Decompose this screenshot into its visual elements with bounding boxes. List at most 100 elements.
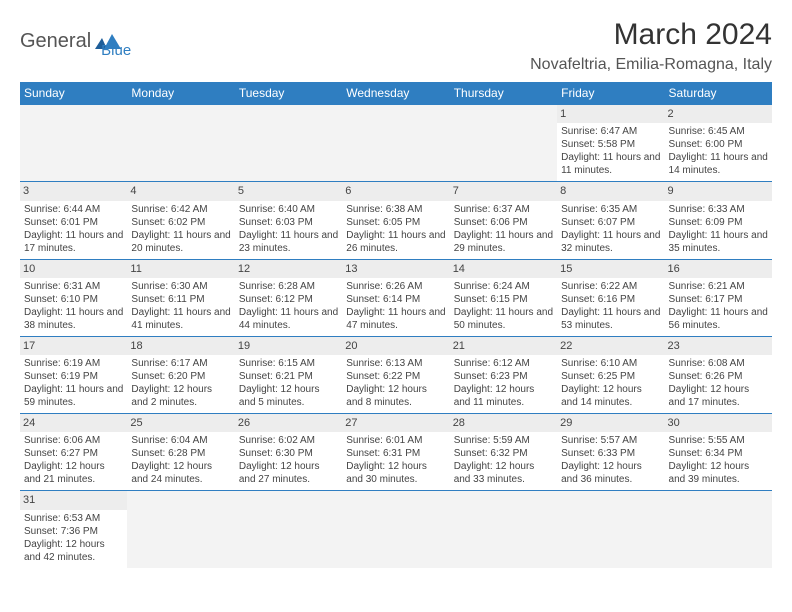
calendar-cell: [450, 105, 557, 182]
daylight-text: Daylight: 12 hours and 17 minutes.: [669, 383, 768, 409]
daylight-text: Daylight: 11 hours and 32 minutes.: [561, 229, 660, 255]
sunset-text: Sunset: 6:34 PM: [669, 447, 768, 460]
calendar-cell: 23Sunrise: 6:08 AMSunset: 6:26 PMDayligh…: [665, 336, 772, 413]
daylight-text: Daylight: 11 hours and 29 minutes.: [454, 229, 553, 255]
daylight-text: Daylight: 12 hours and 42 minutes.: [24, 538, 123, 564]
sunset-text: Sunset: 5:58 PM: [561, 138, 660, 151]
sunrise-text: Sunrise: 6:47 AM: [561, 125, 660, 138]
calendar-cell: 22Sunrise: 6:10 AMSunset: 6:25 PMDayligh…: [557, 336, 664, 413]
day-number: 15: [557, 260, 664, 278]
calendar-cell: [557, 491, 664, 568]
sunset-text: Sunset: 6:32 PM: [454, 447, 553, 460]
sunrise-text: Sunrise: 6:13 AM: [346, 357, 445, 370]
location-text: Novafeltria, Emilia-Romagna, Italy: [530, 56, 772, 74]
day-number: 7: [450, 182, 557, 200]
calendar-cell: 15Sunrise: 6:22 AMSunset: 6:16 PMDayligh…: [557, 259, 664, 336]
calendar-cell: 6Sunrise: 6:38 AMSunset: 6:05 PMDaylight…: [342, 182, 449, 259]
day-number: 1: [557, 105, 664, 123]
day-number: 22: [557, 337, 664, 355]
sunrise-text: Sunrise: 6:15 AM: [239, 357, 338, 370]
calendar-cell: 24Sunrise: 6:06 AMSunset: 6:27 PMDayligh…: [20, 414, 127, 491]
calendar-cell: 26Sunrise: 6:02 AMSunset: 6:30 PMDayligh…: [235, 414, 342, 491]
dayname-header: Thursday: [450, 82, 557, 105]
sunset-text: Sunset: 6:25 PM: [561, 370, 660, 383]
sunset-text: Sunset: 6:09 PM: [669, 216, 768, 229]
dayname-header: Sunday: [20, 82, 127, 105]
sunrise-text: Sunrise: 6:30 AM: [131, 280, 230, 293]
calendar-cell: 25Sunrise: 6:04 AMSunset: 6:28 PMDayligh…: [127, 414, 234, 491]
day-number: 4: [127, 182, 234, 200]
sunset-text: Sunset: 6:15 PM: [454, 293, 553, 306]
daylight-text: Daylight: 11 hours and 23 minutes.: [239, 229, 338, 255]
calendar-cell: 11Sunrise: 6:30 AMSunset: 6:11 PMDayligh…: [127, 259, 234, 336]
sunset-text: Sunset: 6:14 PM: [346, 293, 445, 306]
calendar-row: 3 Sunrise: 6:44 AMSunset: 6:01 PM Daylight…: [20, 182, 772, 259]
sunset-text: Sunset: 6:11 PM: [131, 293, 230, 306]
sunrise-text: Sunrise: 6:06 AM: [24, 434, 123, 447]
day-number: 14: [450, 260, 557, 278]
day-number: 11: [127, 260, 234, 278]
sunrise-text: Sunrise: 6:28 AM: [239, 280, 338, 293]
daylight-text: Daylight: 12 hours and 5 minutes.: [239, 383, 338, 409]
logo-text-general: General: [20, 30, 91, 53]
day-number: 17: [20, 337, 127, 355]
sunrise-text: Sunrise: 6:26 AM: [346, 280, 445, 293]
dayname-row: SundayMondayTuesdayWednesdayThursdayFrid…: [20, 82, 772, 105]
sunset-text: Sunset: 7:36 PM: [24, 525, 123, 538]
day-number: 31: [20, 491, 127, 509]
calendar-cell: 1Sunrise: 6:47 AMSunset: 5:58 PMDaylight…: [557, 105, 664, 182]
sunset-text: Sunset: 6:03 PM: [239, 216, 338, 229]
sunset-text: Sunset: 6:28 PM: [131, 447, 230, 460]
sunset-text: Sunset: 6:21 PM: [239, 370, 338, 383]
calendar-cell: 2Sunrise: 6:45 AMSunset: 6:00 PMDaylight…: [665, 105, 772, 182]
calendar-row: 31 Sunrise: 6:53 AMSunset: 7:36 PMDayligh…: [20, 491, 772, 568]
daylight-text: Daylight: 12 hours and 21 minutes.: [24, 460, 123, 486]
calendar-table: SundayMondayTuesdayWednesdayThursdayFrid…: [20, 82, 772, 568]
daylight-text: Daylight: 12 hours and 11 minutes.: [454, 383, 553, 409]
day-number: 23: [665, 337, 772, 355]
calendar-cell: 9Sunrise: 6:33 AMSunset: 6:09 PMDaylight…: [665, 182, 772, 259]
calendar-cell: 28Sunrise: 5:59 AMSunset: 6:32 PMDayligh…: [450, 414, 557, 491]
daylight-text: Daylight: 12 hours and 39 minutes.: [669, 460, 768, 486]
sunset-text: Sunset: 6:02 PM: [131, 216, 230, 229]
sunrise-text: Sunrise: 6:44 AM: [24, 203, 123, 216]
daylight-text: Daylight: 11 hours and 14 minutes.: [669, 151, 768, 177]
calendar-body: 1 Sunrise: 6:47 AMSunset: 5:58 PM Daylight…: [20, 105, 772, 568]
sunrise-text: Sunrise: 6:53 AM: [24, 512, 123, 525]
calendar-cell: 10Sunrise: 6:31 AMSunset: 6:10 PMDayligh…: [20, 259, 127, 336]
calendar-row: 24Sunrise: 6:06 AMSunset: 6:27 PMDayligh…: [20, 414, 772, 491]
daylight-text: Daylight: 12 hours and 2 minutes.: [131, 383, 230, 409]
day-number: 29: [557, 414, 664, 432]
calendar-cell: 13Sunrise: 6:26 AMSunset: 6:14 PMDayligh…: [342, 259, 449, 336]
day-number: 16: [665, 260, 772, 278]
calendar-cell: [665, 491, 772, 568]
sunrise-text: Sunrise: 6:40 AM: [239, 203, 338, 216]
calendar-cell: 12 Sunrise: 6:28 AMSunset: 6:12 PMDayligh…: [235, 259, 342, 336]
calendar-cell: 4Sunrise: 6:42 AMSunset: 6:02 PMDaylight…: [127, 182, 234, 259]
calendar-cell: 20Sunrise: 6:13 AMSunset: 6:22 PMDayligh…: [342, 336, 449, 413]
sunset-text: Sunset: 6:17 PM: [669, 293, 768, 306]
calendar-cell: 3Sunrise: 6:44 AMSunset: 6:01 PMDaylight…: [20, 182, 127, 259]
sunset-text: Sunset: 6:30 PM: [239, 447, 338, 460]
day-number: 3: [20, 182, 127, 200]
day-number: 12: [235, 260, 342, 278]
calendar-cell: 16Sunrise: 6:21 AMSunset: 6:17 PMDayligh…: [665, 259, 772, 336]
sunrise-text: Sunrise: 6:38 AM: [346, 203, 445, 216]
day-number: 2: [665, 105, 772, 123]
day-number: 10: [20, 260, 127, 278]
sunrise-text: Sunrise: 6:35 AM: [561, 203, 660, 216]
sunset-text: Sunset: 6:01 PM: [24, 216, 123, 229]
sunrise-text: Sunrise: 6:45 AM: [669, 125, 768, 138]
calendar-cell: 8Sunrise: 6:35 AMSunset: 6:07 PMDaylight…: [557, 182, 664, 259]
day-number: 28: [450, 414, 557, 432]
sunrise-text: Sunrise: 6:10 AM: [561, 357, 660, 370]
daylight-text: Daylight: 12 hours and 8 minutes.: [346, 383, 445, 409]
daylight-text: Daylight: 11 hours and 26 minutes.: [346, 229, 445, 255]
sunset-text: Sunset: 6:12 PM: [239, 293, 338, 306]
calendar-cell: [450, 491, 557, 568]
day-number: 25: [127, 414, 234, 432]
daylight-text: Daylight: 11 hours and 44 minutes.: [239, 306, 338, 332]
calendar-cell: [342, 105, 449, 182]
day-number: 24: [20, 414, 127, 432]
dayname-header: Tuesday: [235, 82, 342, 105]
